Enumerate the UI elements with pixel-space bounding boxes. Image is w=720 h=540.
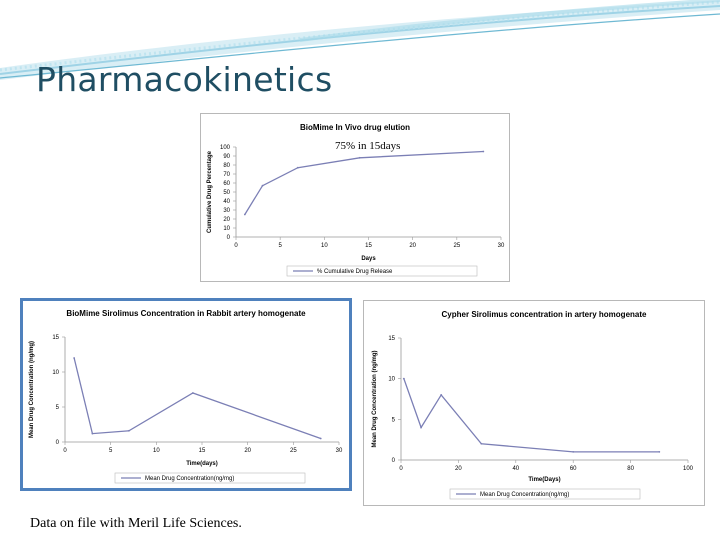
y-tick-label: 70 — [223, 172, 230, 178]
x-axis-label: Time(Days) — [528, 477, 560, 483]
x-tick-label: 30 — [336, 448, 343, 454]
legend-box — [449, 488, 641, 500]
chart-cypher: Cypher Sirolimus concentration in artery… — [372, 310, 694, 500]
legend-box — [286, 265, 478, 277]
x-tick-label: 80 — [627, 466, 634, 472]
x-tick-label: 5 — [278, 243, 282, 249]
series-line — [403, 378, 660, 453]
chart-biomime-elution: BioMime In Vivo drug elution010203040506… — [207, 123, 505, 277]
y-tick-label: 10 — [223, 226, 230, 232]
slide-title: Pharmacokinetics — [36, 60, 333, 99]
chart-annotation: 75% in 15days — [335, 140, 400, 152]
legend-label: Mean Drug Concentration(ng/mg) — [480, 492, 569, 498]
x-axis-label: Days — [361, 256, 376, 262]
x-tick-label: 40 — [512, 466, 519, 472]
x-tick-label: 10 — [321, 243, 328, 249]
y-tick-label: 90 — [223, 154, 230, 160]
y-tick-label: 10 — [388, 377, 395, 383]
data-point — [482, 150, 485, 153]
data-point — [296, 166, 299, 169]
x-tick-label: 20 — [455, 466, 462, 472]
x-tick-label: 0 — [63, 448, 67, 454]
data-point — [480, 442, 483, 445]
chart-title: BioMime In Vivo drug elution — [300, 123, 410, 132]
y-axis-label: Cumulative Drug Percentage — [207, 150, 213, 233]
data-point — [402, 377, 405, 380]
chart-title: BioMime Sirolimus Concentration in Rabbi… — [66, 309, 306, 318]
y-tick-label: 0 — [56, 440, 60, 446]
data-point — [191, 392, 194, 394]
y-tick-label: 5 — [56, 405, 60, 411]
y-tick-label: 15 — [388, 336, 395, 342]
data-point — [243, 213, 246, 216]
x-tick-label: 5 — [109, 448, 113, 454]
y-tick-label: 20 — [223, 217, 230, 223]
legend-label: % Cumulative Drug Release — [317, 269, 393, 275]
x-tick-label: 25 — [453, 243, 460, 249]
chart-panel-biomime-elution: BioMime In Vivo drug elution 0 10 20 30 40 50 6… — [200, 113, 510, 282]
data-point — [658, 450, 661, 453]
y-tick-label: 50 — [223, 190, 230, 196]
x-tick-label: 100 — [683, 466, 694, 472]
data-point — [420, 426, 422, 429]
y-tick-label: 60 — [223, 181, 230, 187]
y-tick-label: 10 — [52, 370, 59, 376]
series-line — [73, 357, 321, 440]
y-tick-label: 100 — [220, 145, 231, 151]
y-axis-label: Mean Drug Concentration (ng/mg) — [29, 341, 35, 438]
x-tick-label: 15 — [365, 243, 372, 249]
x-tick-label: 0 — [399, 466, 403, 472]
legend-box — [114, 472, 306, 484]
data-point — [358, 156, 361, 159]
chart-panel-cypher: Cypher Sirolimus concentration in artery… — [363, 300, 705, 506]
y-tick-label: 0 — [227, 235, 231, 241]
data-point — [73, 357, 76, 359]
x-tick-label: 25 — [290, 448, 297, 454]
x-tick-label: 20 — [409, 243, 416, 249]
series-line — [244, 150, 484, 215]
data-point — [128, 429, 130, 432]
data-point — [572, 450, 575, 453]
x-tick-label: 20 — [244, 448, 251, 454]
data-point — [319, 437, 322, 440]
y-tick-label: 15 — [52, 335, 59, 341]
x-tick-label: 30 — [498, 243, 505, 249]
chart-title: Cypher Sirolimus concentration in artery… — [442, 310, 647, 319]
data-point — [440, 394, 443, 396]
x-tick-label: 10 — [153, 448, 160, 454]
legend-label: Mean Drug Concentration(ng/mg) — [145, 476, 234, 482]
y-tick-label: 40 — [223, 199, 230, 205]
chart-panel-biomime-rabbit: BioMime Sirolimus Concentration in Rabbi… — [20, 298, 352, 491]
x-tick-label: 15 — [199, 448, 206, 454]
y-tick-label: 0 — [392, 458, 396, 464]
x-axis-label: Time(days) — [186, 461, 218, 467]
y-tick-label: 30 — [223, 208, 230, 214]
footnote: Data on file with Meril Life Sciences. — [30, 516, 242, 531]
data-point — [261, 184, 264, 187]
y-tick-label: 5 — [392, 417, 396, 423]
y-tick-label: 80 — [223, 163, 230, 169]
x-tick-label: 60 — [570, 466, 577, 472]
x-tick-label: 0 — [234, 243, 238, 249]
data-point — [91, 432, 94, 435]
header-decoration — [0, 0, 720, 80]
y-axis-label: Mean Drug Concentration (ng/mg) — [372, 351, 378, 448]
chart-biomime-rabbit: BioMime Sirolimus Concentration in Rabbi… — [29, 309, 343, 484]
